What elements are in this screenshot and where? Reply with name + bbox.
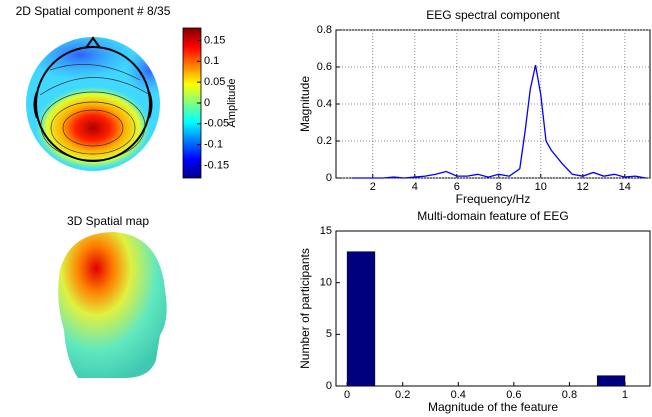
colorbar-tick-label: -0.1: [204, 139, 223, 151]
line: [351, 65, 646, 179]
x-axis-label: Magnitude of the feature: [428, 400, 558, 414]
title: 2D Spatial component # 8/35: [16, 4, 171, 18]
y-tick-label: 0.8: [317, 24, 332, 36]
colorbar-label: Amplitude: [226, 79, 238, 128]
x-tick-label: 0.8: [562, 389, 577, 401]
x-tick-label: 1: [622, 389, 628, 401]
x-tick-label: 12: [577, 181, 589, 193]
y-tick-label: 0.4: [317, 98, 332, 110]
colorbar-tick-label: 0.05: [204, 76, 225, 88]
x-tick-label: 0.2: [395, 389, 410, 401]
y-tick-label: 0.6: [317, 61, 332, 73]
x-tick-label: 4: [412, 181, 418, 193]
title: 3D Spatial map: [67, 214, 149, 228]
y-tick-label: 0: [326, 172, 332, 184]
colorbar-tick-label: 0.1: [204, 55, 219, 67]
plot-area: [335, 230, 651, 387]
colorbar-tick-label: 0: [204, 97, 210, 109]
bar: [346, 251, 376, 387]
y-tick-label: 0.2: [317, 135, 332, 147]
y-axis-label: Magnitude: [298, 76, 312, 132]
y-tick-label: 15: [320, 225, 332, 237]
head-3d: [58, 232, 167, 378]
x-tick-label: 6: [454, 181, 460, 193]
x-tick-label: 8: [496, 181, 502, 193]
x-tick-label: 10: [535, 181, 547, 193]
chart-title: EEG spectral component: [426, 8, 560, 22]
colorbar-tick-label: 0.15: [204, 34, 225, 46]
topomap: [26, 27, 202, 179]
y-axis-label: Number of participants: [298, 248, 312, 369]
x-tick-label: 0.4: [451, 389, 466, 401]
y-tick-label: 5: [326, 328, 332, 340]
y-tick-label: 10: [320, 277, 332, 289]
x-tick-label: 14: [619, 181, 631, 193]
bar: [596, 375, 626, 387]
colorbar-tick-label: -0.05: [204, 118, 229, 130]
chart-title: Multi-domain feature of EEG: [417, 209, 568, 223]
y-tick-label: 0: [326, 380, 332, 392]
x-tick-label: 2: [370, 181, 376, 193]
x-axis-label: Frequency/Hz: [456, 192, 531, 206]
colorbar-tick-label: -0.15: [204, 159, 229, 171]
x-tick-label: 0.6: [506, 389, 521, 401]
x-tick-label: 0: [344, 389, 350, 401]
